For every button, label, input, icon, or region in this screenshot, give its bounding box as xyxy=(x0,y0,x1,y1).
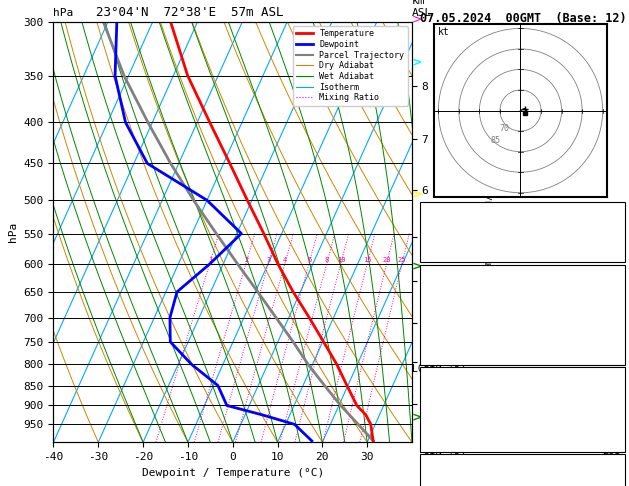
Text: 144: 144 xyxy=(603,431,621,441)
Text: Lifted Index: Lifted Index xyxy=(423,417,498,427)
Text: 85: 85 xyxy=(491,137,501,145)
Text: 15: 15 xyxy=(363,257,372,263)
Y-axis label: hPa: hPa xyxy=(8,222,18,242)
Text: 998: 998 xyxy=(603,387,621,398)
Text: Hodograph: Hodograph xyxy=(494,460,550,470)
Text: PW (cm): PW (cm) xyxy=(423,237,467,247)
Text: 45: 45 xyxy=(609,222,621,232)
Text: 25: 25 xyxy=(398,257,406,263)
Text: 4: 4 xyxy=(283,257,287,263)
Text: θᴱ(K): θᴱ(K) xyxy=(423,314,455,325)
Text: CAPE (J): CAPE (J) xyxy=(423,344,473,354)
Text: 342: 342 xyxy=(603,402,621,412)
Text: kt: kt xyxy=(438,27,450,36)
Text: © weatheronline.co.uk: © weatheronline.co.uk xyxy=(423,474,536,484)
Text: Surface: Surface xyxy=(501,271,544,281)
Text: Totals Totals: Totals Totals xyxy=(423,222,504,232)
Text: -1: -1 xyxy=(609,417,621,427)
Text: 144: 144 xyxy=(603,344,621,354)
Text: 18: 18 xyxy=(609,208,621,218)
Text: 8: 8 xyxy=(325,257,329,263)
Text: 283: 283 xyxy=(603,358,621,368)
Text: CIN (J): CIN (J) xyxy=(423,358,467,368)
Title: 23°04'N  72°38'E  57m ASL: 23°04'N 72°38'E 57m ASL xyxy=(96,6,284,19)
Text: >: > xyxy=(412,188,423,201)
Text: >: > xyxy=(412,261,423,274)
Text: 342: 342 xyxy=(603,314,621,325)
Text: EH: EH xyxy=(423,475,436,485)
Text: CIN (J): CIN (J) xyxy=(423,446,467,456)
Legend: Temperature, Dewpoint, Parcel Trajectory, Dry Adiabat, Wet Adiabat, Isotherm, Mi: Temperature, Dewpoint, Parcel Trajectory… xyxy=(293,26,408,105)
Text: Pressure (mb): Pressure (mb) xyxy=(423,387,504,398)
Text: 10: 10 xyxy=(337,257,345,263)
Text: 2: 2 xyxy=(244,257,248,263)
Text: 3: 3 xyxy=(267,257,270,263)
Text: CAPE (J): CAPE (J) xyxy=(423,431,473,441)
Text: LCL: LCL xyxy=(412,364,430,374)
Text: Most Unstable: Most Unstable xyxy=(482,373,563,383)
Text: K: K xyxy=(423,208,430,218)
Text: 283: 283 xyxy=(603,446,621,456)
Text: hPa: hPa xyxy=(53,8,74,17)
Text: 31.2: 31.2 xyxy=(596,285,621,295)
Text: 20: 20 xyxy=(382,257,391,263)
Text: km
ASL: km ASL xyxy=(412,0,432,17)
Text: Lifted Index: Lifted Index xyxy=(423,329,498,339)
Text: 17.5: 17.5 xyxy=(596,300,621,310)
X-axis label: Dewpoint / Temperature (°C): Dewpoint / Temperature (°C) xyxy=(142,468,324,478)
Text: -1: -1 xyxy=(609,329,621,339)
Text: >: > xyxy=(412,57,423,69)
Text: 70: 70 xyxy=(499,124,509,133)
Text: 16: 16 xyxy=(609,475,621,485)
Text: 1: 1 xyxy=(208,257,212,263)
Text: Temp (°C): Temp (°C) xyxy=(423,285,479,295)
Text: 6: 6 xyxy=(307,257,311,263)
Text: Dewp (°C): Dewp (°C) xyxy=(423,300,479,310)
Y-axis label: Mixing Ratio (g/kg): Mixing Ratio (g/kg) xyxy=(484,176,494,288)
Text: θᴱ (K): θᴱ (K) xyxy=(423,402,461,412)
Text: >: > xyxy=(412,13,423,26)
Text: 07.05.2024  00GMT  (Base: 12): 07.05.2024 00GMT (Base: 12) xyxy=(420,12,626,25)
Text: 2.11: 2.11 xyxy=(596,237,621,247)
Text: >: > xyxy=(412,412,423,424)
